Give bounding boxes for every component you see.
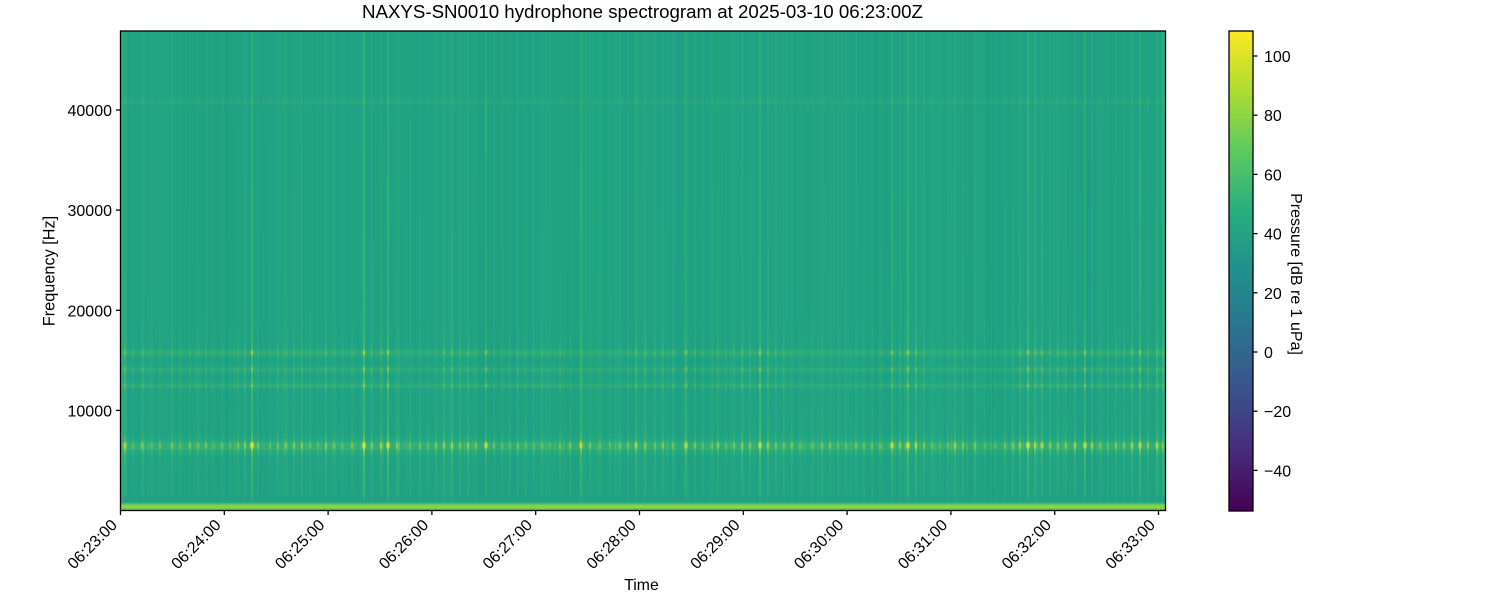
svg-text:Time: Time (624, 577, 659, 594)
svg-text:80: 80 (1264, 108, 1282, 125)
svg-text:40: 40 (1264, 227, 1282, 244)
svg-text:30000: 30000 (68, 203, 113, 220)
svg-text:−40: −40 (1264, 463, 1291, 480)
svg-text:20: 20 (1264, 286, 1282, 303)
svg-text:Frequency [Hz]: Frequency [Hz] (41, 216, 59, 326)
svg-text:0: 0 (1264, 345, 1273, 362)
svg-text:Pressure [dB re 1 uPa]: Pressure [dB re 1 uPa] (1287, 193, 1304, 355)
svg-text:100: 100 (1264, 49, 1291, 66)
svg-text:NAXYS-SN0010 hydrophone spectr: NAXYS-SN0010 hydrophone spectrogram at 2… (362, 1, 923, 22)
svg-text:20000: 20000 (68, 303, 113, 320)
svg-text:10000: 10000 (68, 403, 113, 420)
svg-text:60: 60 (1264, 167, 1282, 184)
svg-text:40000: 40000 (68, 103, 113, 120)
svg-text:−20: −20 (1264, 404, 1291, 421)
